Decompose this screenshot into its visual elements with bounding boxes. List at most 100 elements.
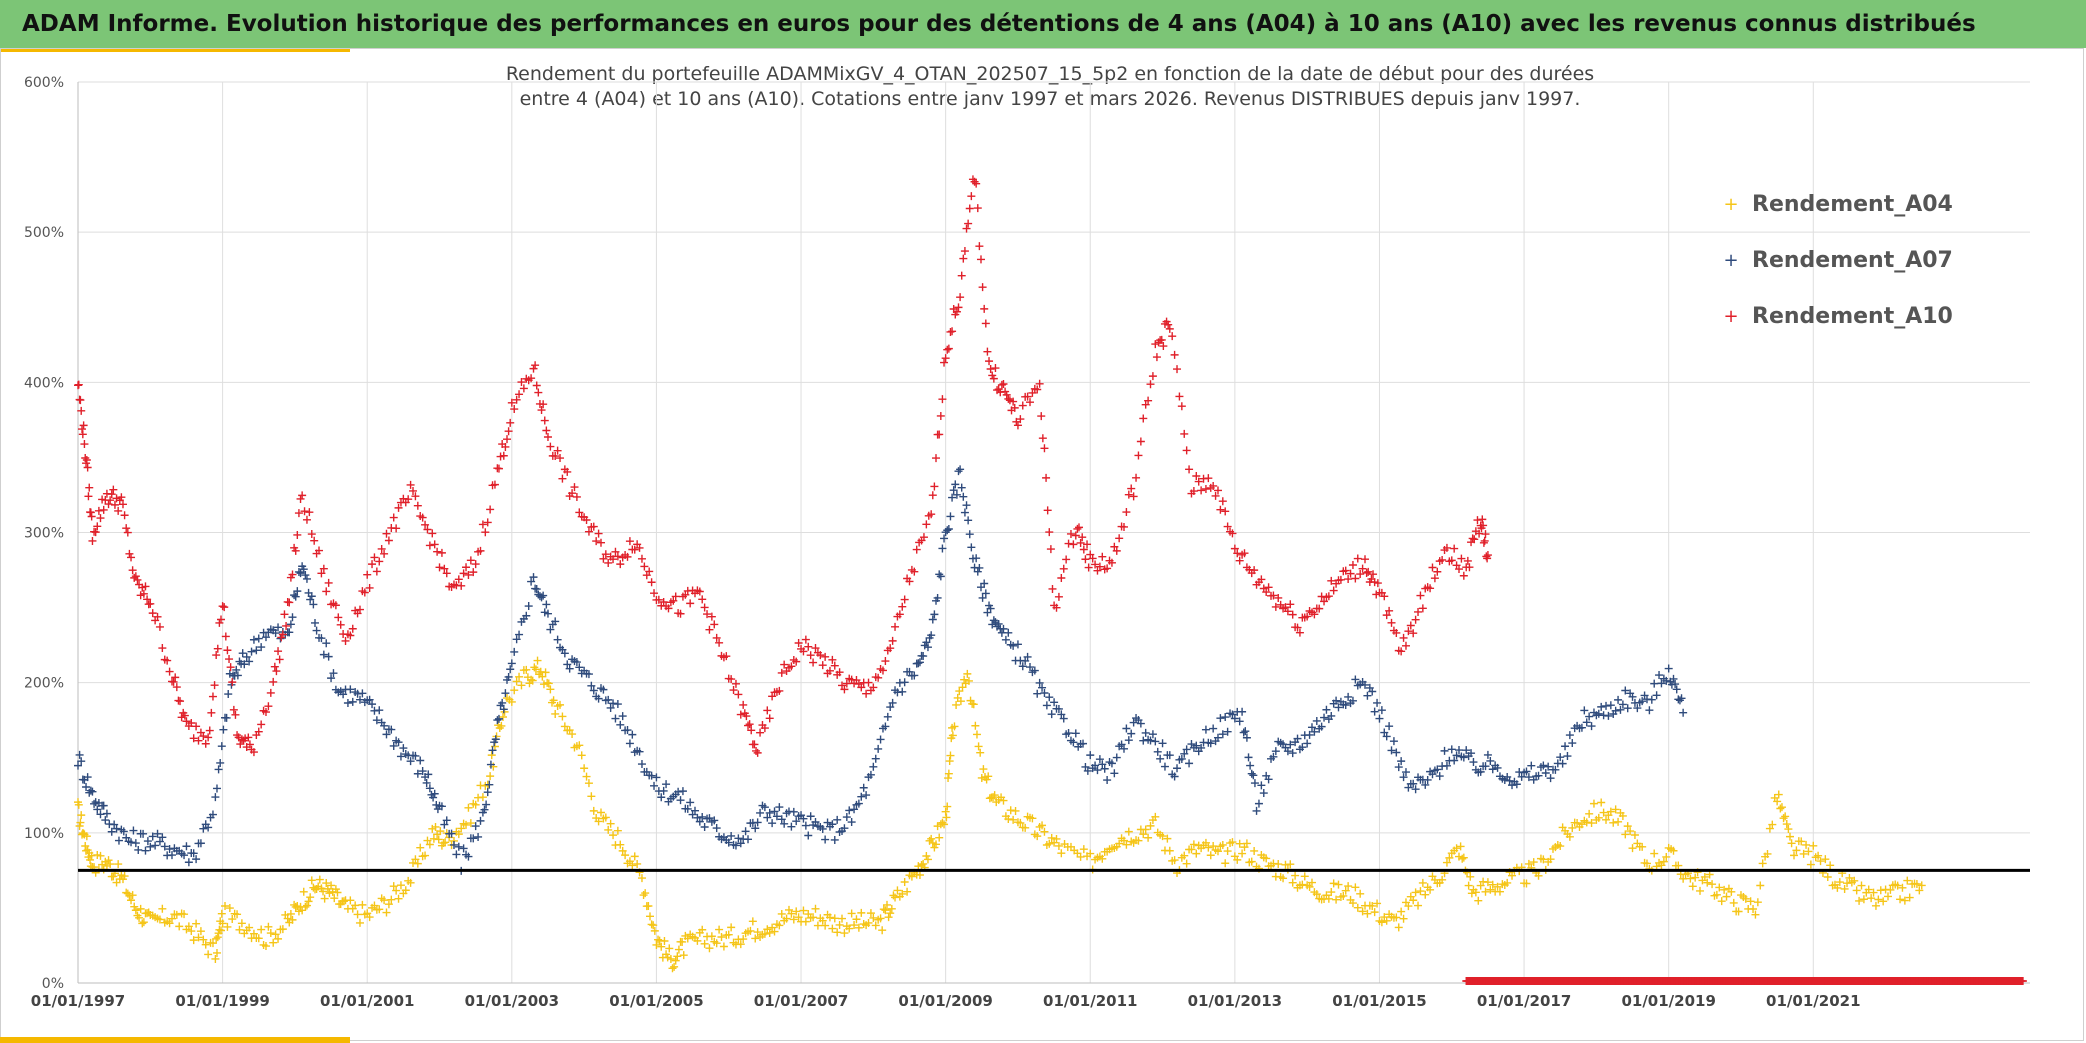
data-point-a10	[928, 491, 937, 500]
data-point-a07	[293, 587, 302, 596]
data-point-a07	[382, 730, 391, 739]
data-point-a10	[1341, 566, 1350, 575]
data-point-a04	[879, 905, 888, 914]
data-point-a10	[1127, 484, 1136, 493]
data-point-a04	[512, 677, 521, 686]
data-point-a04	[1792, 846, 1801, 855]
data-point-a10	[1103, 564, 1112, 573]
data-point-a10	[1083, 540, 1092, 549]
data-point-a10	[123, 528, 132, 537]
data-point-a07	[1621, 686, 1630, 695]
data-point-a04	[1467, 889, 1476, 898]
data-point-a10	[1012, 417, 1021, 426]
x-tick-label: 01/01/1997	[31, 992, 125, 1010]
data-point-a07	[727, 831, 736, 840]
data-point-a07	[1238, 707, 1247, 716]
data-point-a07	[440, 820, 449, 829]
data-point-a10	[1356, 570, 1365, 579]
data-point-a04	[845, 924, 854, 933]
data-point-a10	[199, 732, 208, 741]
data-point-a10	[165, 667, 174, 676]
data-point-a10	[1132, 473, 1141, 482]
data-point-a07	[862, 791, 871, 800]
data-point-a10	[630, 545, 639, 554]
data-point-a04	[1139, 830, 1148, 839]
data-point-a10	[1026, 398, 1034, 407]
data-point-a04	[172, 910, 181, 919]
data-point-a07	[476, 816, 485, 825]
data-point-a07	[214, 765, 223, 774]
data-point-a04	[594, 817, 603, 826]
data-point-a07	[1385, 722, 1394, 731]
data-point-a04	[1201, 838, 1210, 847]
data-point-a07	[99, 801, 108, 810]
data-point-a07	[1141, 728, 1150, 737]
data-point-a10	[1223, 522, 1232, 531]
data-point-a07	[1450, 756, 1459, 765]
data-point-a10	[1329, 586, 1338, 595]
data-point-a10	[1450, 544, 1459, 553]
data-point-a10	[1481, 530, 1490, 539]
data-point-a04	[560, 722, 569, 731]
data-point-a04	[1905, 893, 1914, 902]
data-point-a07	[224, 690, 233, 699]
data-point-a10	[862, 689, 871, 698]
data-point-a04	[1180, 851, 1189, 860]
data-point-a10	[940, 358, 949, 367]
data-point-a10	[490, 480, 499, 489]
data-point-a07	[204, 823, 213, 832]
data-point-a04	[208, 939, 217, 948]
data-point-a04	[915, 871, 924, 880]
data-point-a07	[1158, 739, 1167, 748]
data-point-a10	[1482, 552, 1491, 561]
series-a10	[74, 175, 1492, 757]
data-point-a04	[956, 697, 965, 706]
data-point-a10	[270, 662, 279, 671]
data-point-a07	[888, 698, 897, 707]
data-point-a07	[1038, 683, 1047, 692]
data-point-a07	[712, 824, 721, 833]
data-point-a10	[957, 271, 966, 280]
data-point-a10	[898, 602, 907, 611]
data-point-a10	[1093, 566, 1102, 575]
data-point-a07	[731, 841, 740, 850]
data-point-a07	[975, 563, 984, 572]
data-point-a10	[365, 583, 374, 592]
data-point-a10	[285, 598, 294, 607]
data-point-a04	[1274, 860, 1283, 869]
data-point-a04	[283, 914, 292, 923]
data-point-a07	[1332, 696, 1341, 705]
data-point-a10	[1264, 583, 1273, 592]
data-point-a10	[1148, 372, 1157, 381]
data-point-a07	[310, 618, 319, 627]
data-point-a04	[1409, 896, 1418, 905]
data-point-a04	[1826, 861, 1835, 870]
data-point-a07	[416, 756, 425, 765]
data-point-a10	[1152, 353, 1161, 362]
data-point-a10	[1048, 584, 1057, 593]
data-point-a04	[1650, 849, 1659, 858]
data-point-a07	[584, 670, 593, 679]
data-point-a10	[1004, 394, 1013, 403]
data-point-a10	[568, 489, 577, 498]
data-point-a04	[266, 929, 275, 938]
data-point-a07	[1486, 756, 1495, 765]
data-point-a07	[944, 525, 953, 534]
data-point-a07	[90, 799, 99, 808]
data-point-a04	[646, 912, 655, 921]
data-point-a07	[75, 750, 84, 759]
data-point-a10	[811, 644, 820, 653]
data-point-a07	[736, 839, 745, 848]
data-point-a10	[171, 673, 180, 682]
data-point-a07	[102, 809, 111, 818]
data-point-a07	[74, 761, 82, 770]
data-point-a07	[789, 807, 798, 816]
data-point-a07	[1124, 736, 1133, 745]
data-point-a04	[1686, 874, 1695, 883]
data-point-a04	[698, 925, 707, 934]
data-point-a07	[464, 852, 473, 861]
data-point-a07	[1409, 779, 1418, 788]
data-point-a04	[77, 811, 86, 820]
data-point-a04	[158, 904, 167, 913]
data-point-a04	[413, 859, 422, 868]
